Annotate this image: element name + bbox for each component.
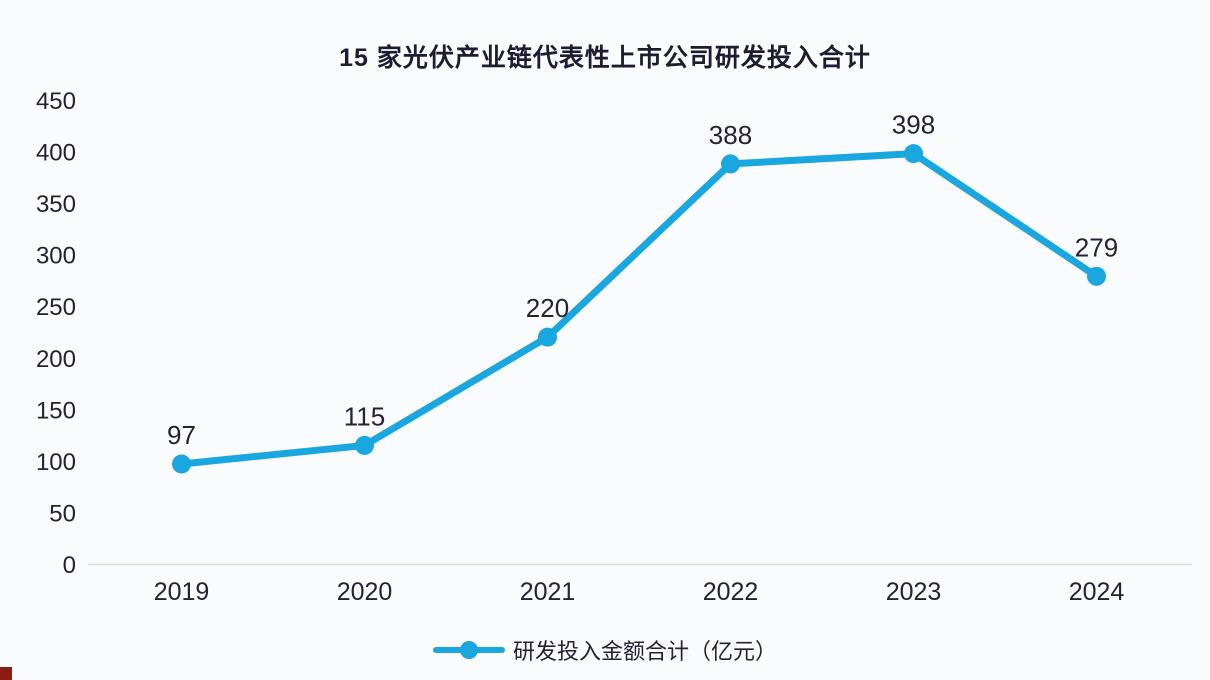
- y-axis-tick-label: 50: [49, 500, 76, 527]
- legend-dot-icon: [459, 641, 478, 659]
- data-point-label: 115: [344, 401, 385, 431]
- x-axis-tick-label: 2019: [154, 578, 210, 606]
- data-point-label: 220: [526, 293, 569, 323]
- x-axis-tick-label: 2024: [1069, 578, 1125, 606]
- data-point-label: 97: [167, 420, 196, 450]
- data-point-marker: [904, 144, 923, 164]
- corner-red-mark: [0, 667, 12, 680]
- data-point-label: 388: [709, 120, 752, 150]
- data-point-marker: [721, 154, 740, 174]
- y-axis-tick-label: 400: [36, 140, 76, 167]
- y-axis-tick-label: 300: [36, 243, 76, 270]
- data-point-marker: [355, 435, 374, 455]
- data-point-marker: [1087, 266, 1106, 286]
- y-axis-tick-label: 0: [63, 552, 76, 579]
- y-axis-tick-label: 350: [36, 191, 76, 218]
- y-axis-tick-label: 250: [36, 294, 76, 321]
- data-point-marker: [172, 454, 191, 474]
- data-point-marker: [538, 327, 557, 347]
- legend-label: 研发投入金额合计（亿元）: [512, 639, 777, 664]
- x-axis-tick-label: 2020: [337, 578, 393, 606]
- chart-title: 15 家光伏产业链代表性上市公司研发投入合计: [339, 44, 871, 72]
- legend: 研发投入金额合计（亿元）: [0, 634, 1210, 666]
- y-axis-tick-label: 150: [36, 397, 76, 424]
- series-line: [178, 150, 1100, 468]
- x-axis-tick-label: 2022: [703, 578, 759, 606]
- x-axis-tick-label: 2023: [886, 578, 942, 606]
- legend-line-marker-icon: [432, 641, 505, 659]
- x-axis-tick-label: 2021: [520, 578, 576, 606]
- data-point-label: 279: [1075, 232, 1118, 262]
- data-point-label: 398: [892, 110, 935, 140]
- y-axis-tick-label: 450: [36, 88, 76, 115]
- y-axis-tick-label: 200: [36, 346, 76, 373]
- y-axis-tick-label: 100: [36, 449, 76, 476]
